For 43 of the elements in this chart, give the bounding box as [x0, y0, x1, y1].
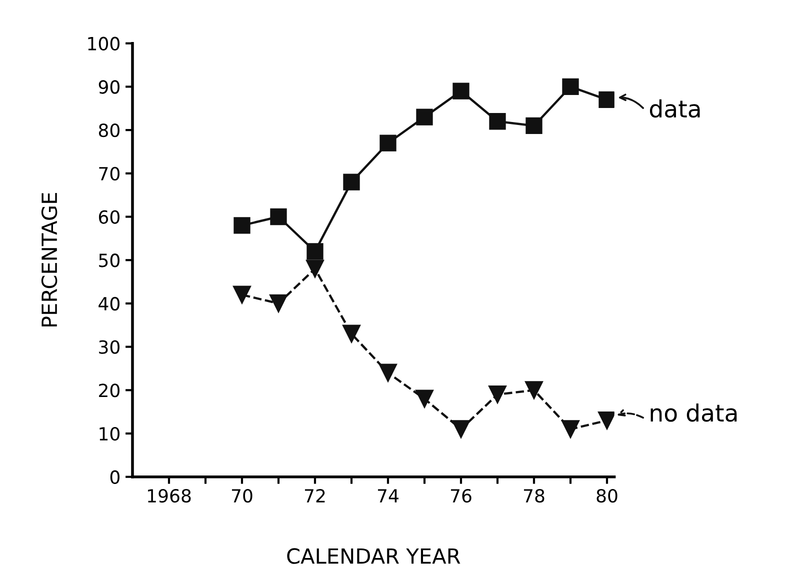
point — [269, 294, 288, 312]
x-tick-label: 76 — [450, 488, 472, 503]
y-tick-label: 30 — [99, 340, 120, 354]
x-axis-title: CALENDAR YEAR — [287, 548, 460, 564]
y-tick-label: 50 — [99, 254, 120, 268]
point — [343, 174, 360, 190]
point — [562, 78, 579, 96]
x-tick-label: 1968 — [148, 488, 191, 503]
x-tick-label: 80 — [596, 488, 618, 503]
x-tick-label: 70 — [232, 488, 252, 503]
point — [526, 117, 542, 134]
y-tick-label: 20 — [99, 384, 120, 398]
point — [232, 286, 252, 304]
point — [598, 91, 614, 108]
y-axis-title: PERCENTAGE — [41, 193, 58, 326]
point — [234, 217, 250, 234]
y-tick-label: 60 — [98, 210, 120, 224]
point — [342, 324, 361, 343]
point — [380, 134, 396, 152]
point — [489, 113, 506, 130]
y-tick-label: 90 — [98, 80, 120, 94]
y-tick-label: 100 — [88, 36, 120, 50]
point — [306, 260, 324, 278]
point — [270, 208, 287, 226]
point — [415, 390, 434, 408]
y-tick-label: 10 — [100, 426, 120, 441]
legend-label: data — [650, 99, 700, 118]
x-tick-label: 72 — [304, 488, 325, 502]
x-tick-label: 78 — [524, 488, 544, 503]
y-tick-label: 40 — [98, 296, 120, 311]
point — [452, 420, 470, 438]
y-tick-label: 0 — [110, 470, 120, 484]
point — [452, 82, 470, 100]
point — [306, 243, 324, 260]
y-tick-label: 70 — [99, 166, 120, 181]
point — [561, 420, 580, 438]
y-tick-label: 80 — [98, 124, 120, 138]
legend-label: no data — [650, 404, 737, 422]
point — [488, 385, 507, 404]
point — [378, 364, 398, 382]
point — [524, 381, 544, 400]
x-tick-label: 74 — [378, 489, 398, 502]
point — [416, 108, 433, 126]
